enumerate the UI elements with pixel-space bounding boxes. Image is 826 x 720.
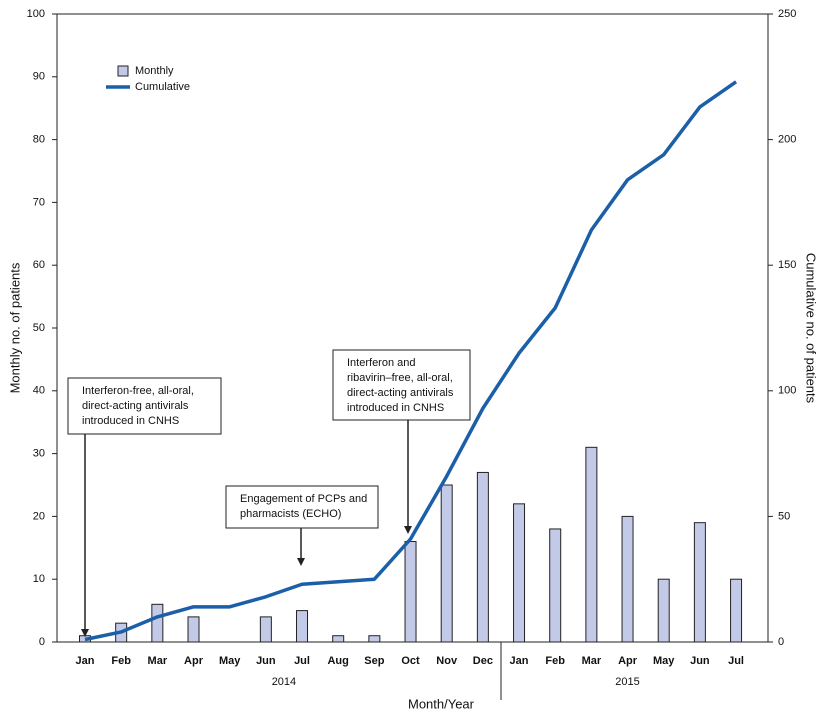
y-tick-label: 20: [33, 510, 45, 522]
x-tick-label: Mar: [582, 655, 602, 667]
y-tick-label: 30: [33, 448, 45, 460]
annotation-text: introduced in CNHS: [347, 402, 444, 414]
y2-axis-title: Cumulative no. of patients: [804, 253, 819, 404]
bar: [693, 522, 706, 643]
y-tick-label: 70: [33, 196, 45, 208]
bar: [151, 603, 164, 643]
bar: [368, 635, 381, 643]
bar: [296, 610, 309, 643]
y-tick-label: 50: [33, 322, 45, 334]
y-tick-label: 0: [39, 636, 45, 648]
y2-tick-label: 50: [778, 510, 790, 522]
x-tick-label: Jun: [690, 655, 710, 667]
annotation-text: Interferon-free, all-oral,: [82, 385, 194, 397]
y-tick-label: 60: [33, 259, 45, 271]
bar: [730, 578, 743, 643]
x-tick-label: Apr: [618, 655, 638, 667]
bar: [476, 471, 489, 643]
x-tick-label: Sep: [364, 655, 384, 667]
y-tick-label: 100: [27, 8, 45, 20]
bar: [657, 578, 670, 643]
year-label: 2014: [272, 676, 296, 688]
y-tick-label: 40: [33, 385, 45, 397]
annotation-arrowhead: [404, 526, 412, 534]
bar: [332, 635, 345, 643]
x-tick-label: Aug: [327, 655, 348, 667]
x-tick-label: Jun: [256, 655, 276, 667]
annotation-arrowhead: [81, 629, 89, 637]
y2-tick-label: 250: [778, 8, 796, 20]
legend-swatch: [117, 65, 129, 77]
y-tick-label: 90: [33, 71, 45, 83]
x-tick-label: May: [653, 655, 675, 667]
bar: [187, 616, 200, 643]
legend-label: Cumulative: [135, 81, 190, 93]
annotation-box: [225, 485, 379, 529]
bar: [585, 446, 598, 643]
y2-tick-label: 150: [778, 259, 796, 271]
bar: [259, 616, 272, 643]
y2-tick-label: 100: [778, 385, 796, 397]
x-tick-label: Jul: [728, 655, 744, 667]
x-tick-label: Apr: [184, 655, 204, 667]
bar: [513, 503, 526, 643]
line: [84, 80, 738, 642]
legend-label: Monthly: [135, 65, 174, 77]
x-tick-label: Jan: [76, 655, 95, 667]
bar: [440, 484, 453, 643]
x-tick-label: Nov: [436, 655, 458, 667]
x-tick-label: May: [219, 655, 241, 667]
x-tick-label: Jul: [294, 655, 310, 667]
annotation-text: direct-acting antivirals: [82, 400, 189, 412]
annotation-text: Engagement of PCPs and: [240, 493, 367, 505]
y-axis-title: Monthly no. of patients: [7, 262, 22, 393]
annotation-box: [67, 377, 222, 435]
annotation-text: direct-acting antivirals: [347, 387, 454, 399]
annotation-text: ribavirin–free, all-oral,: [347, 372, 453, 384]
bar: [621, 515, 634, 643]
x-tick-label: Jan: [510, 655, 529, 667]
year-label: 2015: [615, 676, 639, 688]
y2-tick-label: 200: [778, 134, 796, 146]
x-axis-title: Month/Year: [408, 696, 475, 711]
annotation-text: Interferon and: [347, 357, 416, 369]
y-tick-label: 10: [33, 573, 45, 585]
annotation-arrowhead: [297, 558, 305, 566]
x-tick-label: Feb: [111, 655, 131, 667]
x-tick-label: Mar: [148, 655, 168, 667]
y-tick-label: 80: [33, 134, 45, 146]
x-tick-label: Dec: [473, 655, 493, 667]
annotation-box: [332, 349, 471, 421]
annotation-text: introduced in CNHS: [82, 415, 179, 427]
x-tick-label: Feb: [545, 655, 565, 667]
annotation-text: pharmacists (ECHO): [240, 508, 341, 520]
y2-tick-label: 0: [778, 636, 784, 648]
bar: [549, 528, 562, 643]
bar: [404, 541, 417, 643]
x-tick-label: Oct: [401, 655, 420, 667]
